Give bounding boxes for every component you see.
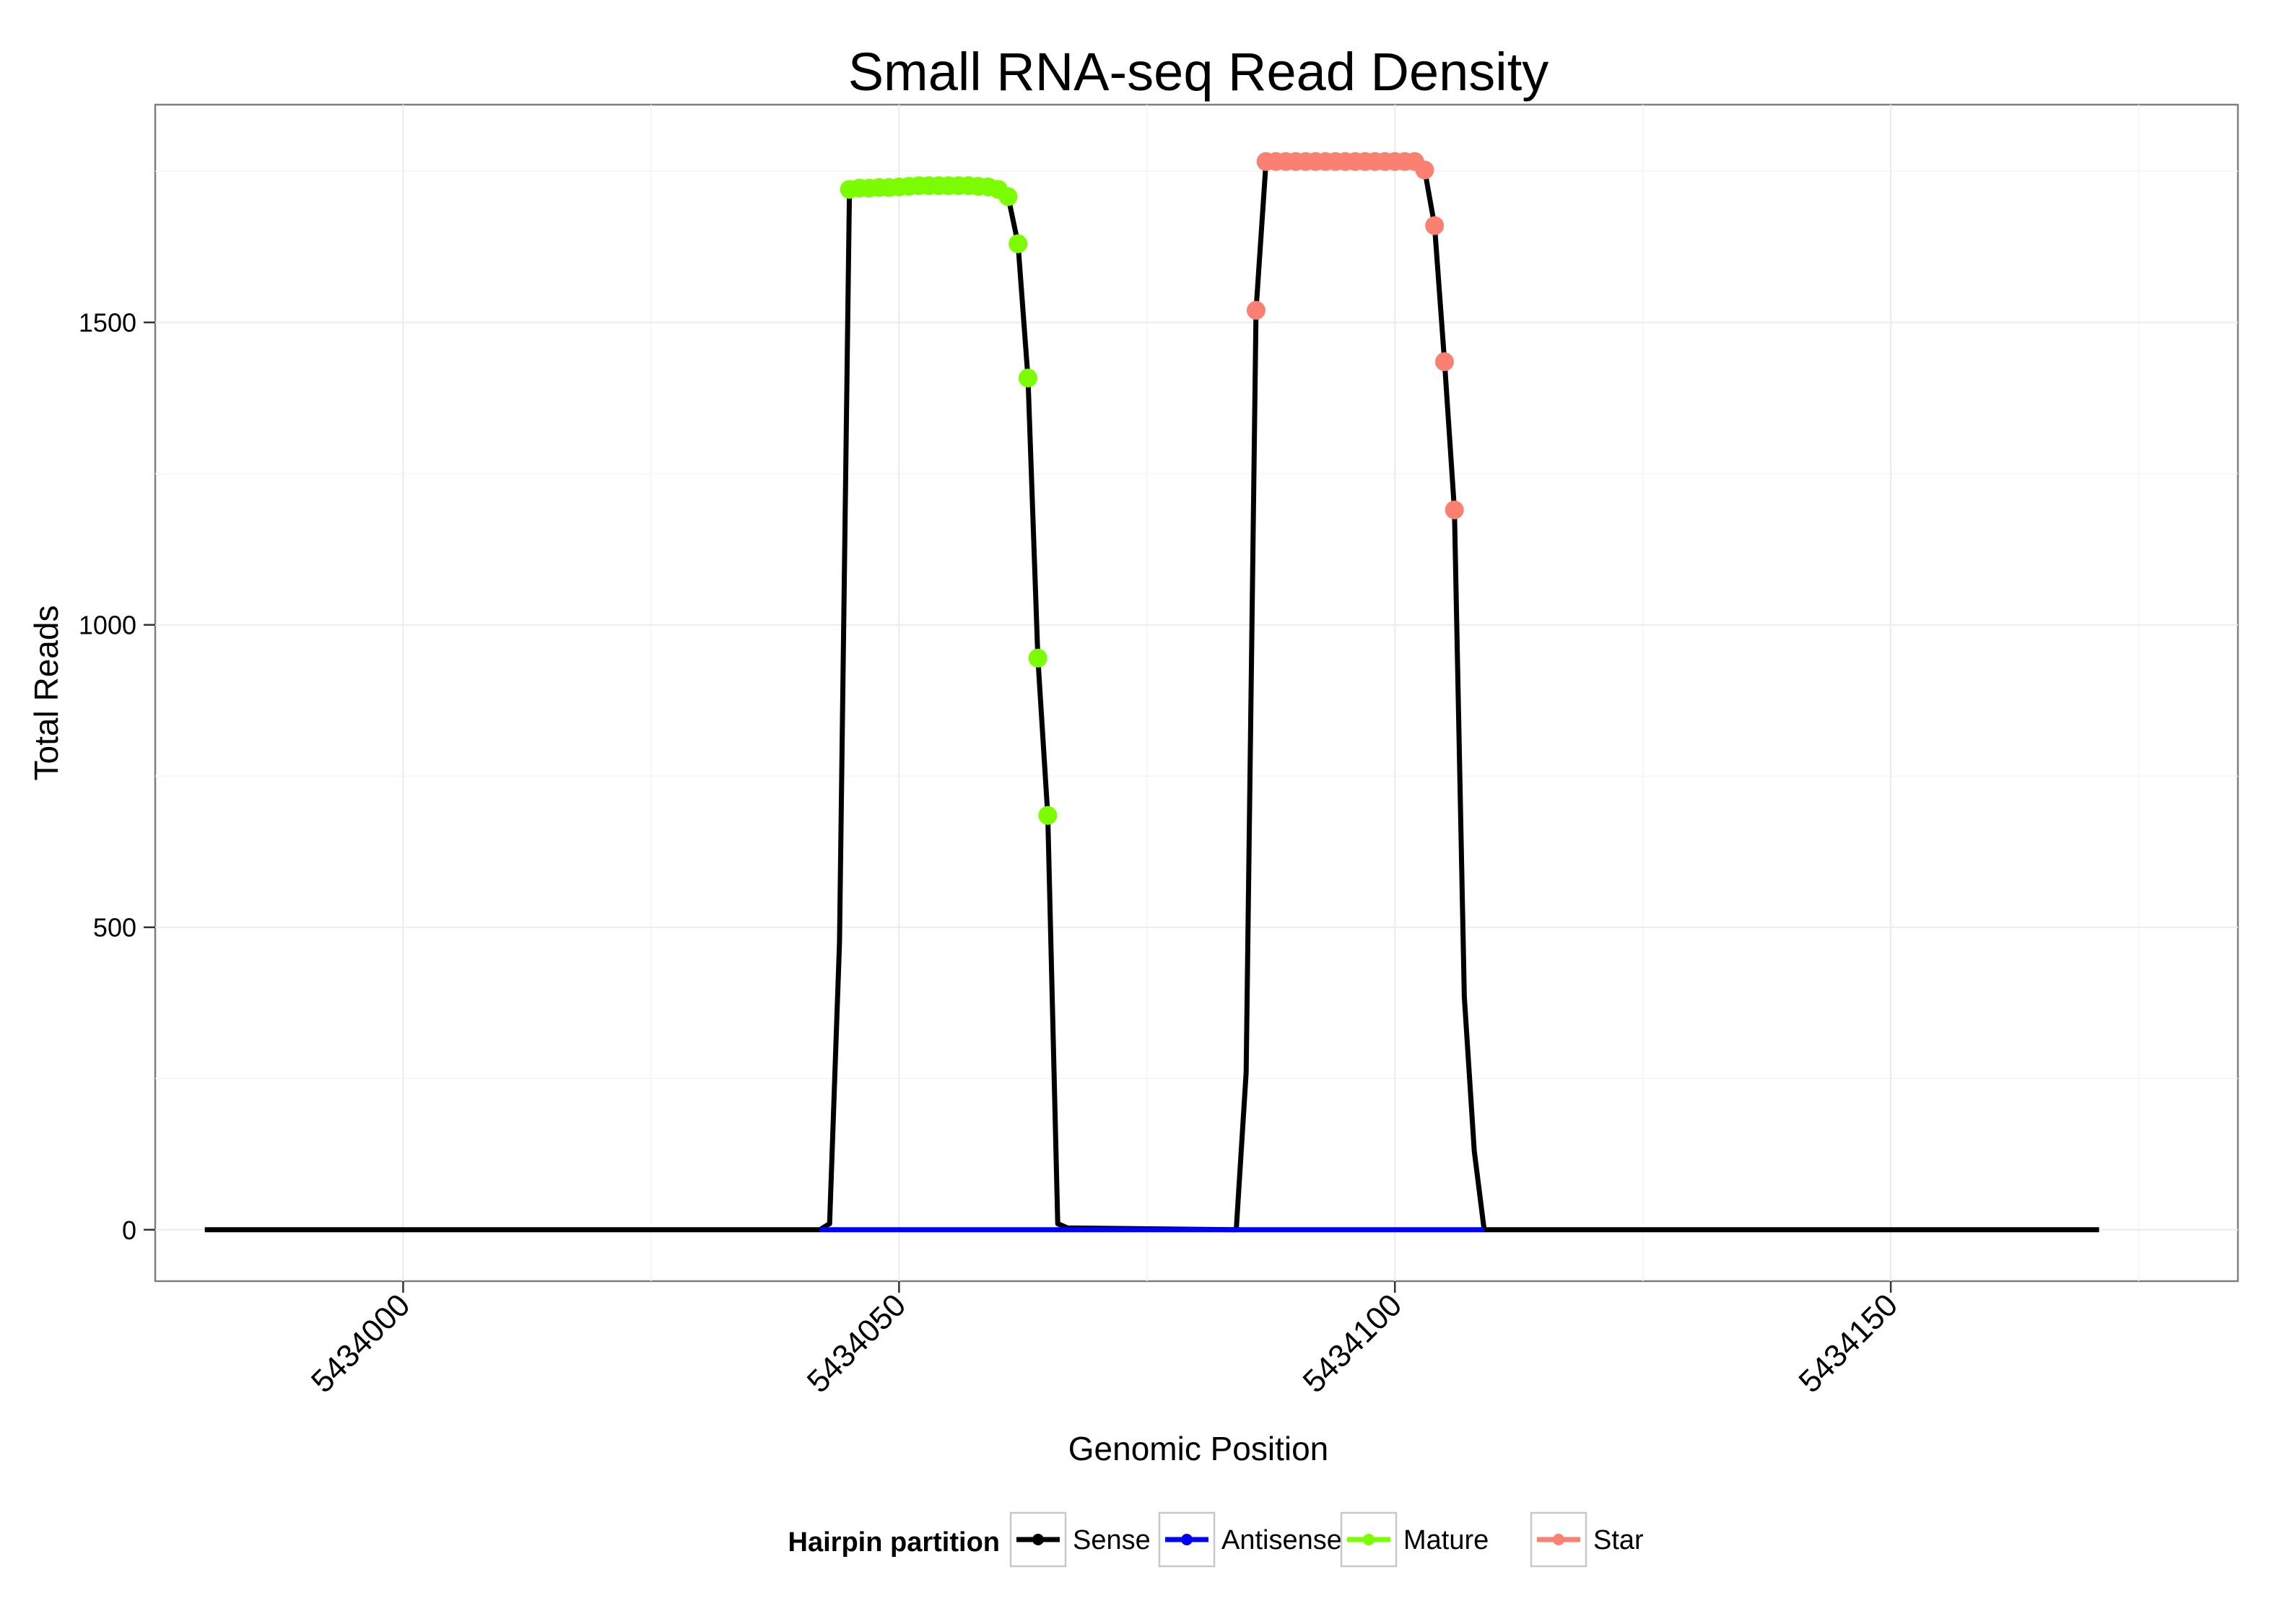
legend-entries: Sense Antisense Mature Star [1009,1511,1644,1568]
data-point-mature [998,187,1018,206]
y-axis-label: Total Reads [27,606,65,781]
data-point-mature [1038,806,1058,825]
y-tick-label: 500 [93,913,136,943]
legend-label: Antisense [1221,1525,1342,1555]
legend-label: Star [1593,1525,1644,1555]
y-tick-label: 0 [122,1215,136,1245]
y-tick-label: 1500 [79,308,136,338]
legend-label: Mature [1403,1525,1489,1555]
legend-key-point [1032,1534,1044,1545]
legend-key-point [1363,1534,1375,1545]
data-point-mature [1018,368,1037,388]
legend: Hairpin partition Sense Antisense Mature St… [788,1511,1644,1568]
legend-item-mature: Mature [1340,1511,1489,1568]
legend-label: Sense [1073,1525,1151,1555]
legend-item-star: Star [1530,1511,1644,1568]
x-tick-label: 5434100 [1297,1287,1409,1400]
data-point-star [1445,500,1464,520]
data-point-star [1246,300,1265,320]
legend-title: Hairpin partition [788,1527,1000,1558]
data-point-star [1425,216,1445,235]
legend-key-point [1553,1534,1564,1545]
data-point-star [1415,160,1434,180]
data-point-mature [1009,234,1028,253]
chart-title: Small RNA-seq Read Density [848,42,1549,102]
x-axis-label: Genomic Position [1068,1430,1329,1467]
x-tick-label: 5434150 [1792,1287,1904,1400]
series-layer [204,152,2099,1233]
legend-key-point [1181,1534,1193,1545]
legend-item-antisense: Antisense [1158,1511,1342,1568]
legend-item-sense: Sense [1009,1511,1151,1568]
y-tick-label: 1000 [79,611,136,640]
plot-panel [154,103,2239,1283]
data-point-star [1434,352,1454,372]
x-tick-label: 5434000 [305,1287,417,1400]
minor-gridlines [155,105,2238,1281]
data-point-mature [1028,648,1047,668]
x-tick-label: 5434050 [801,1287,913,1400]
